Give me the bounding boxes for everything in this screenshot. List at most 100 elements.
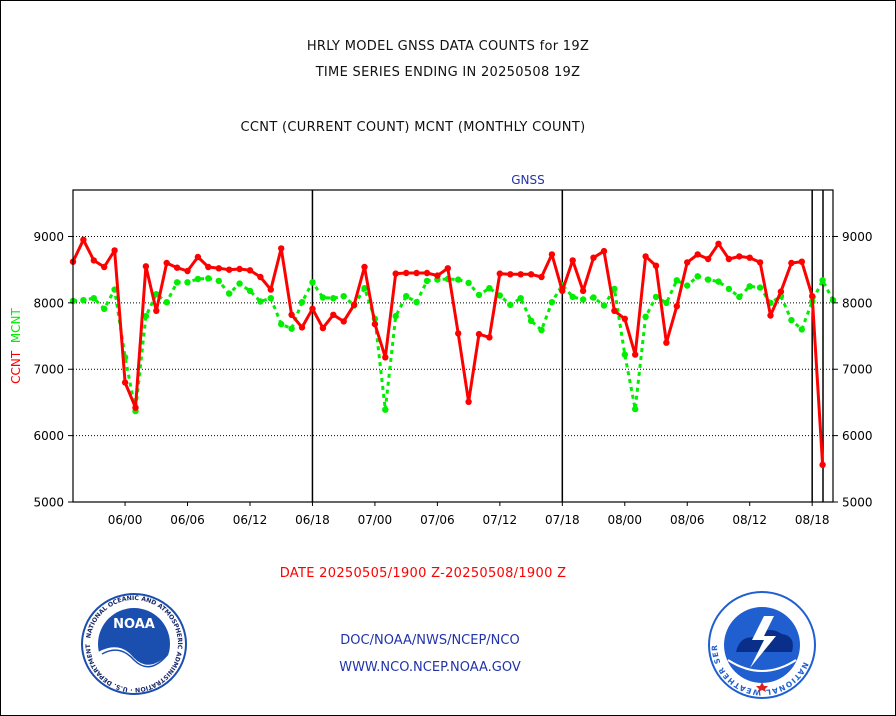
legend-label-mcnt: MCNT: [9, 307, 23, 343]
chart-title-line-3: CCNT (CURRENT COUNT) MCNT (MONTHLY COUNT…: [240, 120, 586, 135]
data-point-ccnt-18: [257, 273, 264, 281]
data-point-mcnt-61: [704, 276, 712, 283]
data-point-mcnt-7: [142, 312, 150, 320]
y-tick-label-left-6000: 6000: [33, 429, 64, 443]
data-point-mcnt-9: [163, 299, 170, 306]
data-point-ccnt-17: [246, 267, 254, 274]
data-point-ccnt-38: [465, 398, 472, 405]
data-point-ccnt-69: [788, 259, 795, 267]
x-tick-label-4: 07/00: [358, 513, 393, 527]
data-point-mcnt-49: [579, 296, 587, 303]
axis-layer: [68, 189, 838, 506]
y-tick-label-right-6000: 6000: [842, 429, 873, 443]
data-point-mcnt-12: [194, 275, 202, 283]
data-point-ccnt-6: [132, 404, 139, 411]
x-tick-label-1: 06/06: [170, 513, 205, 527]
nws-logo: NATIONAL WEATHER SERVICE: [706, 590, 816, 699]
data-point-ccnt-31: [392, 270, 399, 277]
y-tick-label-right-9000: 9000: [842, 230, 873, 244]
chart-title-line-1: HRLY MODEL GNSS DATA COUNTS for 19Z: [306, 39, 590, 54]
data-point-mcnt-43: [517, 295, 524, 302]
data-point-ccnt-9: [163, 259, 170, 267]
data-point-ccnt-48: [569, 257, 576, 264]
data-point-ccnt-72: [819, 461, 826, 468]
website-link[interactable]: WWW.NCO.NCEP.NOAA.GOV: [339, 660, 521, 675]
data-point-ccnt-42: [507, 271, 514, 278]
data-point-ccnt-57: [663, 339, 670, 346]
org-path-text: DOC/NOAA/NWS/NCEP/NCO: [340, 633, 520, 648]
data-point-ccnt-29: [371, 320, 379, 328]
data-point-mcnt-30: [382, 406, 389, 413]
data-point-mcnt-18: [257, 298, 264, 305]
data-point-mcnt-56: [652, 293, 660, 301]
data-point-mcnt-11: [184, 279, 191, 286]
y-tick-label-right-5000: 5000: [842, 496, 873, 510]
data-point-mcnt-33: [413, 299, 420, 306]
data-point-ccnt-34: [423, 269, 431, 277]
data-point-ccnt-21: [288, 311, 295, 318]
data-point-mcnt-64: [736, 293, 743, 301]
data-point-ccnt-55: [642, 253, 649, 260]
data-point-mcnt-2: [90, 295, 98, 302]
data-point-mcnt-44: [527, 317, 535, 324]
data-point-ccnt-33: [413, 269, 420, 277]
y-tick-label-left-7000: 7000: [33, 363, 64, 377]
data-point-mcnt-39: [475, 291, 483, 299]
data-point-ccnt-71: [809, 293, 816, 300]
data-point-ccnt-5: [121, 379, 129, 386]
data-point-mcnt-55: [642, 313, 649, 320]
data-point-ccnt-7: [142, 263, 150, 270]
data-point-mcnt-13: [205, 275, 212, 282]
data-point-ccnt-27: [350, 301, 358, 308]
data-point-ccnt-67: [767, 312, 774, 319]
data-point-ccnt-20: [278, 245, 285, 252]
data-point-mcnt-48: [569, 293, 576, 301]
data-point-mcnt-45: [538, 326, 545, 334]
data-point-mcnt-15: [226, 290, 233, 297]
data-point-ccnt-59: [684, 259, 691, 266]
data-point-mcnt-72: [819, 277, 826, 284]
data-point-ccnt-45: [538, 273, 545, 281]
data-point-mcnt-25: [330, 295, 337, 302]
data-point-ccnt-2: [90, 257, 98, 264]
data-point-mcnt-57: [663, 299, 670, 307]
data-point-mcnt-59: [684, 282, 691, 289]
data-point-ccnt-46: [548, 251, 556, 258]
data-point-ccnt-52: [611, 307, 618, 314]
data-point-ccnt-1: [80, 236, 87, 243]
data-point-mcnt-1: [80, 297, 87, 304]
data-point-ccnt-63: [725, 255, 733, 263]
data-point-ccnt-15: [226, 266, 233, 273]
data-point-ccnt-23: [309, 305, 316, 312]
x-tick-label-9: 08/06: [670, 513, 705, 527]
data-point-ccnt-3: [101, 263, 108, 271]
data-point-ccnt-26: [340, 318, 347, 325]
date-range-label: DATE 20250505/1900 Z-20250508/1900 Z: [279, 566, 567, 581]
data-point-ccnt-12: [194, 253, 202, 261]
noaa-logo: NOAA NATIONAL OCEANIC AND ATMOSPHERIC AD…: [80, 592, 187, 695]
x-tick-label-10: 08/12: [732, 513, 767, 527]
data-point-mcnt-63: [725, 285, 733, 293]
data-point-mcnt-54: [632, 405, 639, 413]
data-point-ccnt-54: [632, 351, 639, 358]
grid-layer: [73, 190, 833, 502]
data-point-mcnt-58: [673, 277, 680, 284]
data-point-mcnt-50: [590, 294, 597, 301]
data-point-mcnt-42: [507, 301, 514, 308]
y-tick-label-left-5000: 5000: [33, 496, 64, 510]
data-point-mcnt-28: [361, 285, 368, 292]
y-tick-label-right-7000: 7000: [842, 363, 873, 377]
data-point-ccnt-11: [184, 267, 191, 275]
data-point-ccnt-51: [600, 247, 608, 255]
data-point-ccnt-41: [496, 270, 503, 277]
data-point-ccnt-47: [559, 287, 566, 295]
y-axis-legend: CCNT MCNT: [9, 307, 23, 383]
data-point-mcnt-37: [455, 276, 462, 283]
data-point-mcnt-46: [548, 299, 556, 306]
data-point-mcnt-17: [246, 287, 254, 295]
data-point-mcnt-40: [486, 285, 493, 292]
plot-border: [72, 189, 834, 503]
data-point-ccnt-32: [403, 269, 410, 277]
data-point-ccnt-56: [652, 262, 660, 269]
